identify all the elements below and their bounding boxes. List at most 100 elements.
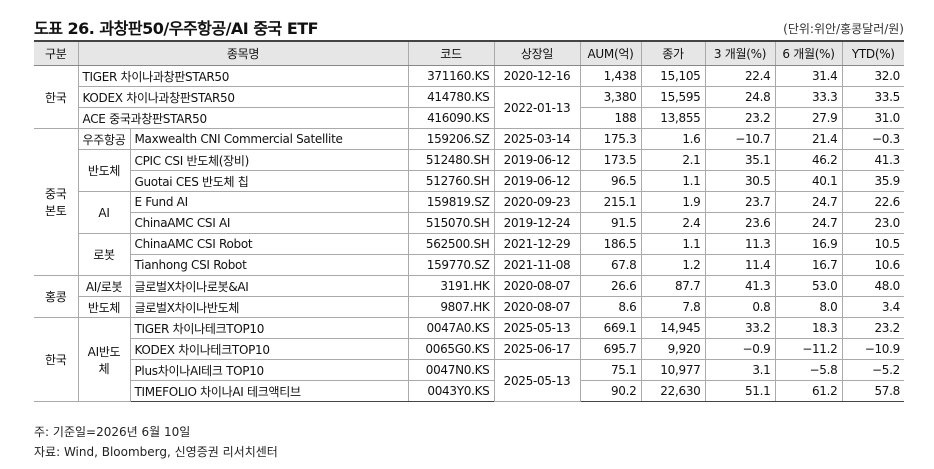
close-cell: 1.9 (640, 191, 706, 213)
fund-name: Maxwealth CNI Commercial Satellite (129, 128, 409, 150)
listing-date: 2021-11-08 (493, 254, 581, 276)
fund-code: 512480.SH (407, 149, 495, 171)
m6-cell: −5.8 (774, 359, 843, 381)
table-row: KODEX 차이나과창판STAR50 414780.KS 2022-01-13 3,3… (34, 86, 904, 129)
close-cell: 7.8 (640, 296, 706, 318)
m6-cell: 24.7 (774, 212, 843, 234)
table-row: 로봇 ChinaAMC CSI Robot 562500.SH 2021-12-29 1… (34, 233, 904, 276)
close-cell: 87.7 (640, 275, 706, 297)
listing-date: 2020-09-23 (493, 191, 581, 213)
m3-cell: −0.9 (704, 338, 776, 360)
ytd-cell: 23.2 (841, 317, 904, 339)
fund-code: 0047A0.KS (407, 317, 495, 339)
column-header: 코드 (407, 40, 494, 66)
column-header: 구분 (34, 40, 78, 66)
m6-cell: 61.2 (774, 380, 843, 402)
m3-cell: 11.3 (704, 233, 776, 255)
column-header: 상장일 (493, 40, 580, 66)
fund-name: ChinaAMC CSI AI (129, 212, 409, 234)
fund-code: 9807.HK (407, 296, 495, 318)
m6-cell: 21.4 (774, 128, 843, 150)
m6-cell: 40.1 (774, 170, 843, 192)
aum-cell: 1,438 (579, 65, 642, 87)
close-cell: 1.1 (640, 170, 706, 192)
m3-cell: 41.3 (704, 275, 776, 297)
listing-date: 2019-06-12 (493, 149, 581, 171)
aum-cell: 3,380 (579, 86, 642, 108)
m6-cell: 8.0 (774, 296, 843, 318)
ytd-cell: 48.0 (841, 275, 904, 297)
subgroup-cell: 반도체 (77, 296, 131, 318)
column-header: 3 개월(%) (704, 40, 775, 66)
close-cell: 22,630 (640, 380, 706, 402)
table-row: 한국 AI반도체 TIGER 차이나테크TOP10 0047A0.KS 2025-05-… (34, 317, 904, 402)
listing-date: 2025-05-13 (493, 317, 581, 339)
region-cell: 한국 (34, 65, 79, 129)
aum-cell: 90.2 (579, 380, 642, 402)
fund-name: TIMEFOLIO 차이나AI 테크액티브 (129, 380, 409, 402)
fund-code: 3191.HK (407, 275, 495, 297)
region-cell: 홍콩 (34, 275, 79, 318)
fund-name: KODEX 차이나과창판STAR50 (77, 86, 409, 108)
table-row: Plus차이나AI테크 TOP10 0047N0.KS 2025-05-13 75.1… (34, 359, 904, 402)
column-header: AUM(억) (579, 40, 641, 66)
source: 자료: Wind, Bloomberg, 신영증권 리서치센터 (34, 445, 278, 459)
subgroup-cell: 반도체 (77, 149, 131, 192)
table-row: Guotai CES 반도체 칩 512760.SH 2019-06-12 96.5 1… (34, 170, 904, 192)
ytd-cell: 3.4 (841, 296, 904, 318)
aum-cell: 175.3 (579, 128, 642, 150)
m3-cell: 51.1 (704, 380, 776, 402)
m6-cell: 18.3 (774, 317, 843, 339)
aum-cell: 669.1 (579, 317, 642, 339)
ytd-cell: −5.2 (841, 359, 904, 381)
fund-code: 416090.KS (407, 107, 495, 129)
close-cell: 1.2 (640, 254, 706, 276)
listing-date: 2019-06-12 (493, 170, 581, 192)
note: 주: 기준일=2026년 6월 10일 (34, 425, 191, 439)
unit-note: (단위:위안/홍콩달러/원) (783, 22, 904, 36)
header-row: 구분 종목명 코드 상장일 AUM(억) 종가 3 개월(%) 6 개월(%) YTD(%) (34, 40, 904, 66)
table-row: ChinaAMC CSI AI 515070.SH 2019-12-24 91.5 2.… (34, 212, 904, 234)
table-row: TIMEFOLIO 차이나AI 테크액티브 0043Y0.KS 90.2 22,630… (34, 380, 904, 402)
table-row: Tianhong CSI Robot 159770.SZ 2021-11-08 67.… (34, 254, 904, 276)
table-row: AI E Fund AI 159819.SZ 2020-09-23 215.1 1.9 23… (34, 191, 904, 234)
subgroup-cell: AI (77, 191, 131, 234)
m6-cell: 31.4 (774, 65, 843, 87)
close-cell: 15,105 (640, 65, 706, 87)
column-header: 종목명 (77, 40, 408, 66)
ytd-cell: 32.0 (841, 65, 904, 87)
m3-cell: 3.1 (704, 359, 776, 381)
aum-cell: 695.7 (579, 338, 642, 360)
m6-cell: 27.9 (774, 107, 843, 129)
listing-date: 2022-01-13 (493, 86, 581, 129)
aum-cell: 215.1 (579, 191, 642, 213)
aum-cell: 26.6 (579, 275, 642, 297)
fund-name: Tianhong CSI Robot (129, 254, 409, 276)
aum-cell: 96.5 (579, 170, 642, 192)
subgroup-cell: 로봇 (77, 233, 131, 276)
subgroup-cell: AI/로봇 (77, 275, 131, 297)
listing-date: 2020-12-16 (493, 65, 581, 87)
close-cell: 2.4 (640, 212, 706, 234)
fund-name: ChinaAMC CSI Robot (129, 233, 409, 255)
ytd-cell: 10.5 (841, 233, 904, 255)
table-row: 홍콩 AI/로봇 글로벌X차이나로봇&AI 3191.HK 2020-08-07 26.6… (34, 275, 904, 318)
column-header: YTD(%) (841, 40, 904, 66)
ytd-cell: 10.6 (841, 254, 904, 276)
fund-name: Guotai CES 반도체 칩 (129, 170, 409, 192)
ytd-cell: 41.3 (841, 149, 904, 171)
aum-cell: 67.8 (579, 254, 642, 276)
fund-name: TIGER 차이나테크TOP10 (129, 317, 409, 339)
m6-cell: 16.9 (774, 233, 843, 255)
fund-name: TIGER 차이나과창판STAR50 (77, 65, 409, 87)
fund-code: 0043Y0.KS (407, 380, 495, 402)
fund-code: 159770.SZ (407, 254, 495, 276)
fund-code: 371160.KS (407, 65, 495, 87)
listing-date: 2020-08-07 (493, 275, 581, 297)
aum-cell: 91.5 (579, 212, 642, 234)
fund-code: 414780.KS (407, 86, 495, 108)
listing-date: 2021-12-29 (493, 233, 581, 255)
fund-name: 글로벌X차이나반도체 (129, 296, 409, 318)
m3-cell: 35.1 (704, 149, 776, 171)
